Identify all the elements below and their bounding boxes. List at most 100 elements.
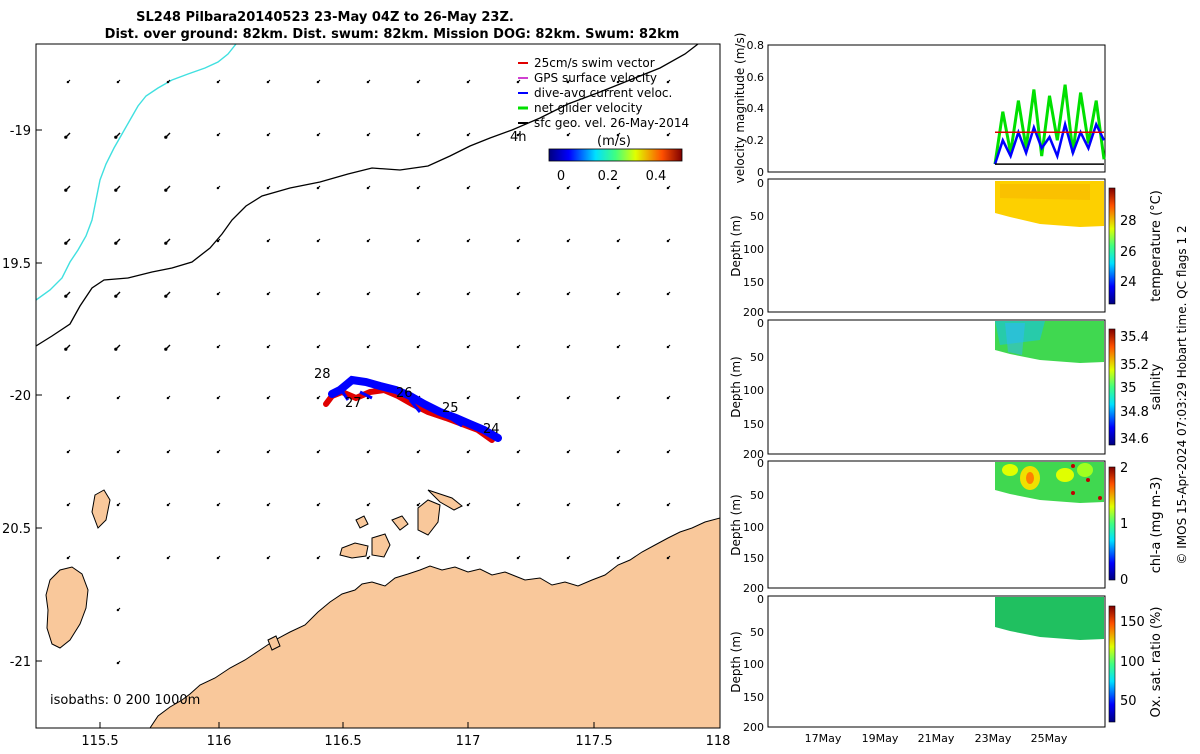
temp-cbar-tick-2: 24 (1120, 275, 1137, 290)
legend-swim: 25cm/s swim vector (534, 56, 655, 70)
legend-current: dive-avg current veloc. (534, 86, 672, 100)
velocity-arrow-head (164, 294, 168, 298)
velocity-arrow-head (466, 133, 470, 137)
velocity-arrow-head (66, 396, 70, 400)
velocity-arrow-head (116, 450, 120, 454)
velocity-arrow-head (366, 186, 370, 190)
velocity-arrow-head (416, 503, 420, 507)
land-island-d (427, 489, 463, 511)
sal-cbar-tick-2: 35 (1120, 381, 1137, 396)
temp-dtick-0: 0 (757, 177, 764, 190)
velocity-arrow-head (666, 186, 670, 190)
legend-net: net glider velocity (534, 101, 642, 115)
velocity-arrow-head (216, 556, 220, 560)
velocity-arrow-head (566, 396, 570, 400)
velocity-arrow-head (466, 396, 470, 400)
velocity-arrow-head (316, 396, 320, 400)
velocity-arrow-head (566, 345, 570, 349)
velocity-arrow-head (616, 292, 620, 296)
velocity-arrow-head (616, 133, 620, 137)
legend-sfc: sfc geo. vel. 26-May-2014 (534, 116, 689, 130)
velocity-arrow-head (616, 503, 620, 507)
time-tick-5: 25May (1031, 732, 1068, 745)
wind-label: 4h (510, 130, 527, 145)
map-xtick-4: 117 (456, 734, 481, 749)
land-island-c (417, 499, 441, 536)
vel-ytick-1: 0.2 (747, 134, 765, 147)
map-ytick-3: -20 (10, 389, 31, 404)
velocity-arrow-head (316, 186, 320, 190)
velocity-arrow-head (116, 396, 120, 400)
time-tick-3: 21May (918, 732, 955, 745)
day-label-28: 28 (314, 367, 331, 382)
map-ytick-4: 20.5 (2, 522, 31, 537)
velocity-arrow-head (616, 186, 620, 190)
land-island-g (355, 515, 369, 529)
velocity-arrow-head (466, 186, 470, 190)
legend-gps: GPS surface velocity (534, 71, 657, 85)
velocity-arrow-head (164, 135, 168, 139)
land-island-f (91, 489, 111, 529)
sal-dtick-2: 100 (743, 384, 764, 397)
velocity-arrow-head (516, 186, 520, 190)
vel-ytick-0: 0 (757, 166, 764, 179)
velocity-arrow-head (366, 556, 370, 560)
sal-cbar-tick-0: 35.4 (1120, 330, 1149, 345)
velocity-arrow-head (616, 556, 620, 560)
velocity-arrow-head (616, 345, 620, 349)
velocity-arrow-head (266, 556, 270, 560)
velocity-arrow-head (166, 80, 170, 84)
velocity-arrow-head (366, 450, 370, 454)
time-axis: 17May 19May 21May 23May 25May (805, 732, 1068, 745)
velocity-arrow-head (616, 396, 620, 400)
velocity-ylabel: velocity magnitude (m/s) (733, 33, 747, 184)
velocity-arrow-head (216, 186, 220, 190)
glider-track (323, 375, 502, 443)
velocity-arrow-head (66, 450, 70, 454)
vel-ytick-4: 0.8 (747, 39, 765, 52)
map-frame (35, 43, 721, 729)
velocity-arrow-head (566, 503, 570, 507)
velocity-arrow-head (416, 80, 420, 84)
velocity-arrow-head (416, 292, 420, 296)
chla-cbar-tick-1: 1 (1120, 517, 1128, 532)
temp-dtick-1: 50 (750, 210, 764, 223)
velocity-arrow-head (266, 292, 270, 296)
sal-cbar-tick-3: 34.8 (1120, 405, 1149, 420)
map-colorbar-tick-1: 0.2 (598, 169, 619, 184)
salinity-panel: Depth (m) 0 50 100 150 200 35.4 35.2 35 … (729, 317, 1164, 461)
velocity-arrow-head (316, 80, 320, 84)
isobath-200m (36, 44, 699, 347)
velocity-arrow-head (666, 133, 670, 137)
velocity-arrow-head (266, 345, 270, 349)
map-colorbar-tick-0: 0 (557, 169, 565, 184)
map-xtick-5: 117.5 (575, 734, 612, 749)
chla-depth-label: Depth (m) (729, 494, 743, 555)
velocity-arrow-head (416, 186, 420, 190)
sal-dtick-3: 150 (743, 418, 764, 431)
velocity-arrow-head (466, 450, 470, 454)
velocity-arrow-head (416, 556, 420, 560)
velocity-arrow-head (266, 239, 270, 243)
velocity-arrow-head (566, 556, 570, 560)
velocity-arrow-head (64, 347, 68, 351)
map-colorbar-unit: (m/s) (597, 134, 631, 149)
velocity-arrow-head (114, 294, 118, 298)
velocity-arrow-head (64, 294, 68, 298)
velocity-arrow-head (114, 241, 118, 245)
net-glider-vectors (338, 387, 463, 428)
velocity-arrow-head (516, 80, 520, 84)
velocity-arrow-head (566, 80, 570, 84)
velocity-arrow-head (466, 239, 470, 243)
velocity-arrow-head (666, 345, 670, 349)
velocity-arrow-head (266, 503, 270, 507)
velocity-arrow-head (416, 133, 420, 137)
velocity-arrow-head (316, 345, 320, 349)
isobath-1000m (36, 44, 237, 301)
map-xtick-2: 116 (207, 734, 232, 749)
velocity-arrow-head (166, 450, 170, 454)
day-label-25: 25 (442, 401, 459, 416)
vel-ytick-3: 0.6 (747, 71, 765, 84)
velocity-arrow-head (266, 450, 270, 454)
current-vectors (328, 375, 502, 442)
